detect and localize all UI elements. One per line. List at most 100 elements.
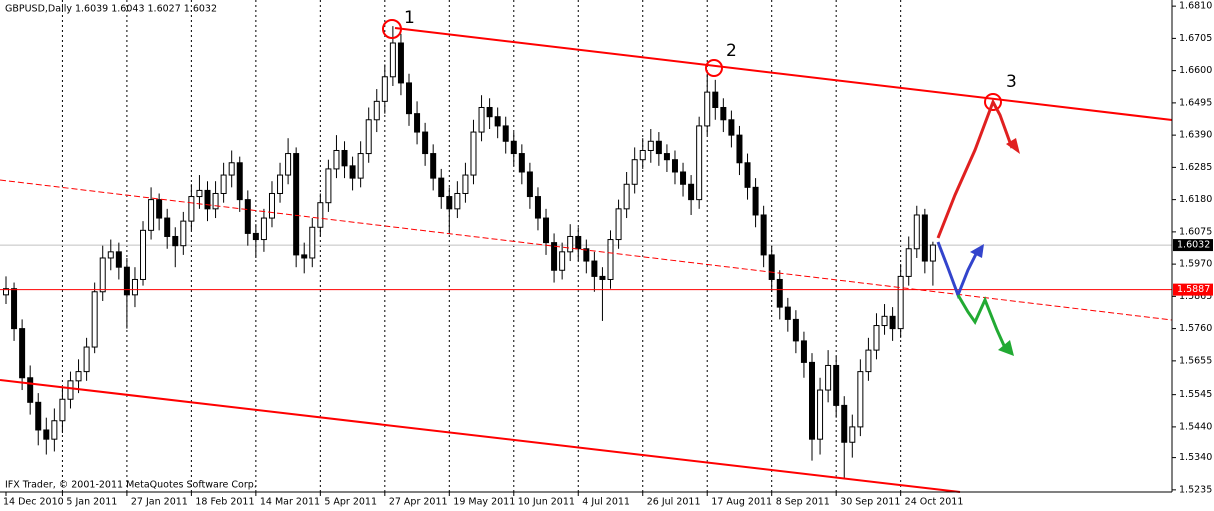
- y-tick-label: 1.5970: [1179, 259, 1212, 270]
- candle-body: [889, 315, 896, 330]
- y-tick-label: 1.6180: [1179, 194, 1212, 205]
- marker-circle: [382, 19, 402, 39]
- y-tick-label: 1.5865: [1179, 291, 1212, 302]
- candle-body: [575, 235, 582, 250]
- candle-body: [607, 239, 614, 280]
- candle-body: [671, 159, 678, 173]
- candle-body: [325, 168, 332, 204]
- candle-body: [277, 174, 284, 194]
- x-tick-label: 30 Sep 2011: [840, 497, 900, 508]
- candle-body: [599, 275, 606, 280]
- arrowhead: [998, 340, 1014, 356]
- x-tick-label: 26 Jul 2011: [647, 497, 701, 508]
- y-tick-label: 1.5235: [1179, 484, 1212, 495]
- x-tick-label: 17 Aug 2011: [711, 497, 772, 508]
- candle-body: [704, 91, 711, 127]
- candle-body: [317, 202, 324, 228]
- candle-body: [406, 82, 412, 115]
- candle-body: [833, 364, 840, 406]
- candle-body: [148, 199, 155, 231]
- candle-body: [680, 171, 687, 185]
- x-tick-label: 27 Jan 2011: [131, 497, 188, 508]
- candle-body: [107, 251, 114, 259]
- candle-body: [454, 192, 461, 210]
- price-box-label: 1.5887: [1177, 284, 1210, 295]
- candle-body: [470, 131, 477, 176]
- candle-body: [43, 429, 50, 440]
- candle-body: [131, 278, 138, 296]
- y-tick-label: 1.5760: [1179, 323, 1212, 334]
- candle-body: [865, 349, 872, 373]
- candle-body: [172, 235, 179, 247]
- price-box: [1173, 283, 1213, 296]
- candle-body: [115, 251, 122, 268]
- candle-body: [494, 116, 501, 127]
- candle-body: [268, 192, 275, 219]
- candle-body: [462, 174, 469, 194]
- candle-body: [381, 76, 388, 102]
- y-tick-label: 1.6810: [1179, 1, 1212, 12]
- candle-body: [35, 401, 42, 431]
- candle-body: [655, 140, 662, 155]
- candle-body: [567, 235, 574, 253]
- candle-body: [204, 189, 211, 210]
- x-tick-label: 10 Jun 2011: [518, 497, 575, 508]
- candle-body: [438, 177, 445, 198]
- candle-body: [180, 220, 187, 247]
- candle-body: [841, 404, 848, 443]
- candle-body: [486, 106, 493, 118]
- candle-body: [365, 119, 372, 155]
- candle-body: [164, 217, 171, 237]
- candle-body: [591, 260, 598, 277]
- x-tick-label: 19 May 2011: [453, 497, 515, 508]
- candle-body: [27, 377, 34, 403]
- candle-body: [196, 189, 203, 198]
- price-box-label: 1.6032: [1177, 240, 1210, 251]
- candle-body: [123, 266, 130, 296]
- price-box: [1173, 239, 1213, 252]
- candle-body: [744, 162, 751, 188]
- candle-body: [873, 325, 880, 351]
- candle-body: [857, 371, 864, 428]
- candle-body: [518, 153, 525, 173]
- candle-body: [768, 254, 775, 280]
- candle-body: [91, 291, 98, 348]
- candle-body: [333, 149, 340, 170]
- candle-body: [712, 91, 719, 108]
- x-tick-label: 27 Apr 2011: [389, 497, 448, 508]
- annotation: 2: [726, 41, 737, 61]
- annotation: 1: [404, 8, 415, 28]
- candle-body: [929, 244, 936, 262]
- arrowhead: [970, 244, 984, 258]
- candle-body: [559, 251, 566, 271]
- candle-body: [760, 214, 767, 256]
- y-tick-label: 1.6600: [1179, 65, 1212, 76]
- candle-body: [809, 361, 815, 440]
- candle-body: [534, 196, 541, 219]
- candle-body: [220, 174, 227, 194]
- candle-body: [800, 340, 807, 363]
- candle-body: [212, 192, 219, 210]
- x-tick-label: 5 Jan 2011: [66, 497, 117, 508]
- candle-body: [502, 125, 509, 142]
- x-tick-label: 14 Dec 2010: [3, 497, 64, 508]
- candle-body: [357, 153, 364, 179]
- candle-body: [728, 119, 735, 136]
- y-tick-label: 1.5655: [1179, 355, 1212, 366]
- arrowhead: [1006, 138, 1020, 154]
- candle-body: [623, 183, 630, 210]
- candle-body: [897, 275, 904, 330]
- candle-body: [67, 380, 74, 400]
- candle-body: [792, 318, 799, 342]
- candle-body: [228, 162, 235, 176]
- marker-circle: [984, 93, 1002, 111]
- candle-body: [19, 328, 26, 379]
- trend-line: [0, 379, 961, 493]
- annotation: 3: [1006, 72, 1017, 92]
- trend-line: [0, 179, 1173, 321]
- candle-body: [236, 162, 243, 201]
- candle-body: [736, 134, 743, 164]
- candle-body: [156, 199, 163, 219]
- candle-body: [11, 288, 18, 330]
